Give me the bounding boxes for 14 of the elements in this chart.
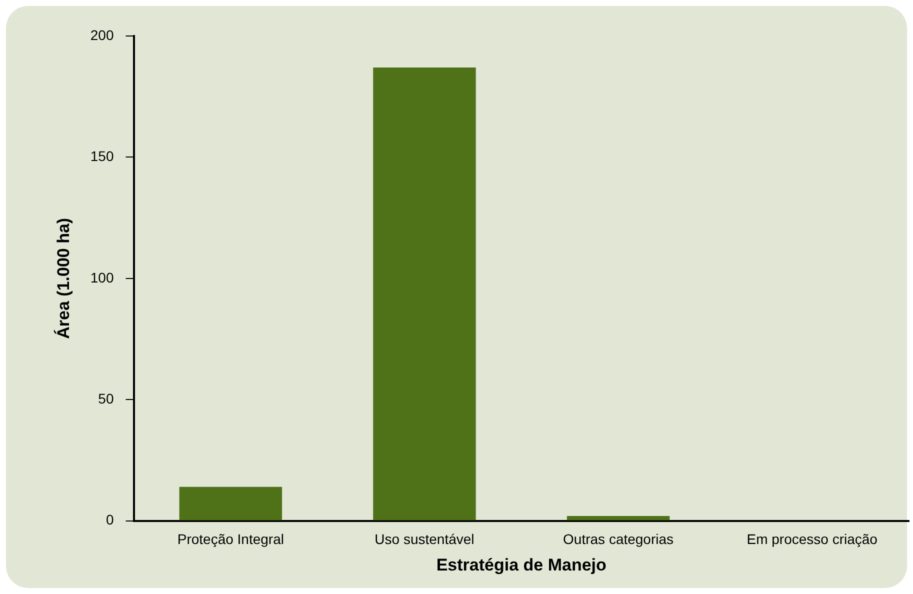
x-axis-title: Estratégia de Manejo [436,555,606,574]
y-tick-label: 0 [106,512,114,528]
x-tick-label: Proteção Integral [177,531,284,548]
bar [566,516,670,520]
y-axis-title: Área (1.000 ha) [52,218,73,339]
bar [179,486,282,520]
y-tick-label: 200 [90,26,114,43]
y-tick-label: 50 [98,390,114,406]
bar [373,68,476,520]
x-tick-label: Outras categorias [563,531,674,548]
x-tick-label: Uso sustentável [374,531,474,548]
y-tick-label: 100 [90,269,114,286]
y-tick-label: 150 [90,148,114,164]
x-tick-label: Em processo criação [746,531,878,548]
